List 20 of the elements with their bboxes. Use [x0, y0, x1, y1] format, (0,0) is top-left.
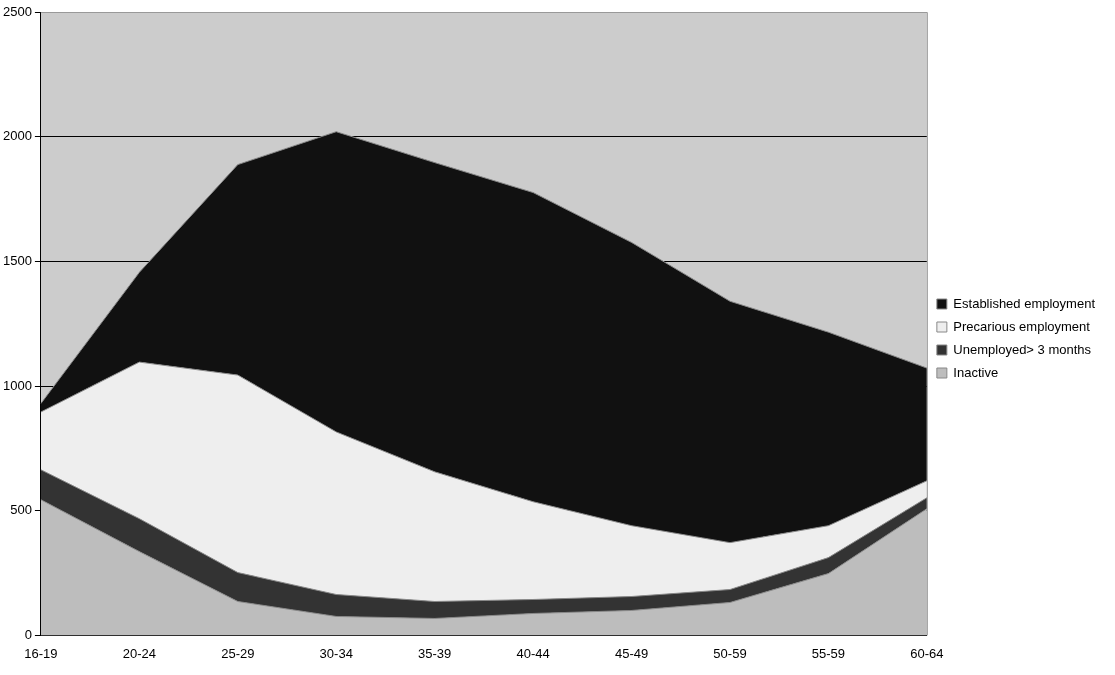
x-tick-label: 60-64 [910, 645, 944, 661]
legend-label: Inactive [953, 364, 999, 380]
y-tick-label: 2500 [3, 3, 32, 19]
x-tick-label: 50-59 [713, 645, 747, 661]
x-tick-label: 45-49 [614, 645, 649, 661]
x-tick-label: 20-24 [122, 645, 156, 661]
legend-label: Unemployed> 3 months [953, 341, 1092, 357]
legend-label: Precarious employment [953, 318, 1091, 334]
y-tick-label: 2000 [3, 128, 32, 144]
y-tick-label: 0 [24, 626, 32, 642]
x-tick-label: 16-19 [24, 645, 58, 661]
y-tick-label: 1500 [3, 252, 32, 268]
x-tick-label: 40-44 [516, 645, 550, 661]
x-tick-label: 55-59 [811, 645, 846, 661]
x-tick-label: 35-39 [418, 645, 452, 661]
y-tick-label: 1000 [3, 377, 32, 393]
y-tick-label: 500 [10, 502, 32, 518]
x-tick-label: 25-29 [221, 645, 255, 661]
legend-label: Established employment [953, 295, 1096, 311]
x-tick-label: 30-34 [319, 645, 353, 661]
